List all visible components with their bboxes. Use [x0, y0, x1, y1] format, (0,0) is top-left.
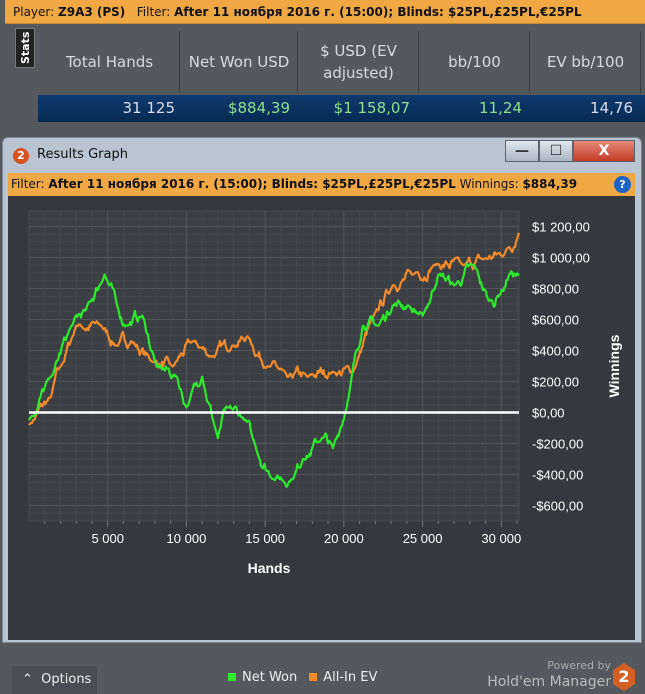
winnings-label: Winnings:: [459, 177, 519, 191]
results-graph-window: 2 Results Graph — ☐ X Filter: After 11 н…: [2, 137, 642, 694]
col-total-hands[interactable]: Total Hands: [40, 31, 180, 93]
player-label: Player:: [13, 5, 55, 19]
window-titlebar[interactable]: 2 Results Graph — ☐ X: [7, 140, 635, 170]
powered-by: Powered by Hold'em Manager: [487, 658, 611, 690]
col-net-won[interactable]: Net Won USD: [181, 31, 298, 93]
legend-label: All-In EV: [323, 670, 378, 685]
col-bb100[interactable]: bb/100: [420, 31, 530, 93]
total-hands-value: 31 125: [122, 99, 176, 117]
y-tick-label: $600,00: [532, 313, 579, 328]
help-icon[interactable]: ?: [614, 176, 631, 193]
col-ev-adjusted[interactable]: $ USD (EV adjusted): [299, 31, 419, 93]
stats-panel: Stats Total Hands Net Won USD $ USD (EV …: [5, 25, 645, 140]
player-name: Z9A3 (PS): [58, 5, 126, 19]
close-button[interactable]: X: [573, 140, 635, 162]
y-tick-label: -$400,00: [532, 468, 583, 483]
results-chart: 5 000 10 000 15 000 20 000 25 000 30 000 -$600…: [28, 210, 622, 576]
ev-adjusted-value: $1 158,07: [333, 99, 410, 117]
stats-tab[interactable]: Stats: [15, 28, 35, 68]
x-tick-label: 10 000: [167, 531, 207, 546]
legend-all-in-ev[interactable]: All-In EV: [309, 670, 377, 685]
filter-label: Filter:: [11, 177, 45, 191]
hm2-hex-logo-icon: 2: [613, 663, 635, 691]
legend-label: Net Won: [242, 670, 298, 685]
filter-label: Filter:: [136, 5, 171, 19]
y-tick-label: $200,00: [532, 375, 579, 390]
col-ev-bb100[interactable]: EV bb/100: [531, 31, 641, 93]
y-tick-label: -$200,00: [532, 437, 583, 452]
chart-area: 5 000 10 000 15 000 20 000 25 000 30 000 -$600…: [8, 196, 635, 694]
minimize-button[interactable]: —: [505, 140, 539, 162]
net-won-swatch: [228, 673, 236, 681]
hm2-logo-icon: 2: [13, 148, 29, 164]
x-axis-label: Hands: [248, 560, 291, 576]
y-tick-label: -$600,00: [532, 499, 583, 514]
window-title: Results Graph: [37, 147, 128, 162]
series-line-all-in-ev: [28, 232, 521, 426]
y-tick-label: $800,00: [532, 282, 579, 297]
ev-bb100-value: 14,76: [590, 99, 633, 117]
maximize-button[interactable]: ☐: [539, 140, 573, 162]
x-tick-label: 5 000: [91, 531, 124, 546]
y-tick-label: $400,00: [532, 344, 579, 359]
series-line-net-won: [28, 262, 520, 488]
filter-value: After 11 ноября 2016 г. (15:00); Blinds:…: [48, 177, 456, 191]
options-button[interactable]: ⌃ Options: [12, 666, 97, 694]
winnings-value: $884,39: [522, 177, 578, 191]
legend: Net Won All-In EV: [228, 670, 377, 685]
x-tick-label: 30 000: [481, 531, 521, 546]
options-label: Options: [41, 672, 92, 687]
bb100-value: 11,24: [479, 99, 522, 117]
brand-name: Hold'em Manager: [487, 674, 611, 690]
x-tick-label: 15 000: [245, 531, 285, 546]
all-in-ev-swatch: [309, 673, 318, 681]
legend-net-won[interactable]: Net Won: [228, 670, 297, 685]
y-tick-label: $1 000,00: [532, 251, 590, 266]
graph-filter-bar: Filter: After 11 ноября 2016 г. (15:00);…: [8, 173, 635, 196]
chevron-up-icon: ⌃: [22, 672, 33, 687]
x-tick-label: 20 000: [324, 531, 364, 546]
y-tick-label: $1 200,00: [532, 220, 590, 235]
filter-value: After 11 ноября 2016 г. (15:00); Blinds:…: [174, 5, 582, 19]
net-won-value: $884,39: [227, 99, 290, 117]
player-filter-bar: Player: Z9A3 (PS) Filter: After 11 ноябр…: [5, 0, 645, 24]
x-tick-label: 25 000: [403, 531, 443, 546]
y-tick-label: $0,00: [532, 406, 565, 421]
stats-row[interactable]: 31 125 $884,39 $1 158,07 11,24 14,76: [38, 95, 645, 122]
powered-by-label: Powered by: [547, 659, 611, 672]
y-axis-label: Winnings: [606, 334, 622, 397]
